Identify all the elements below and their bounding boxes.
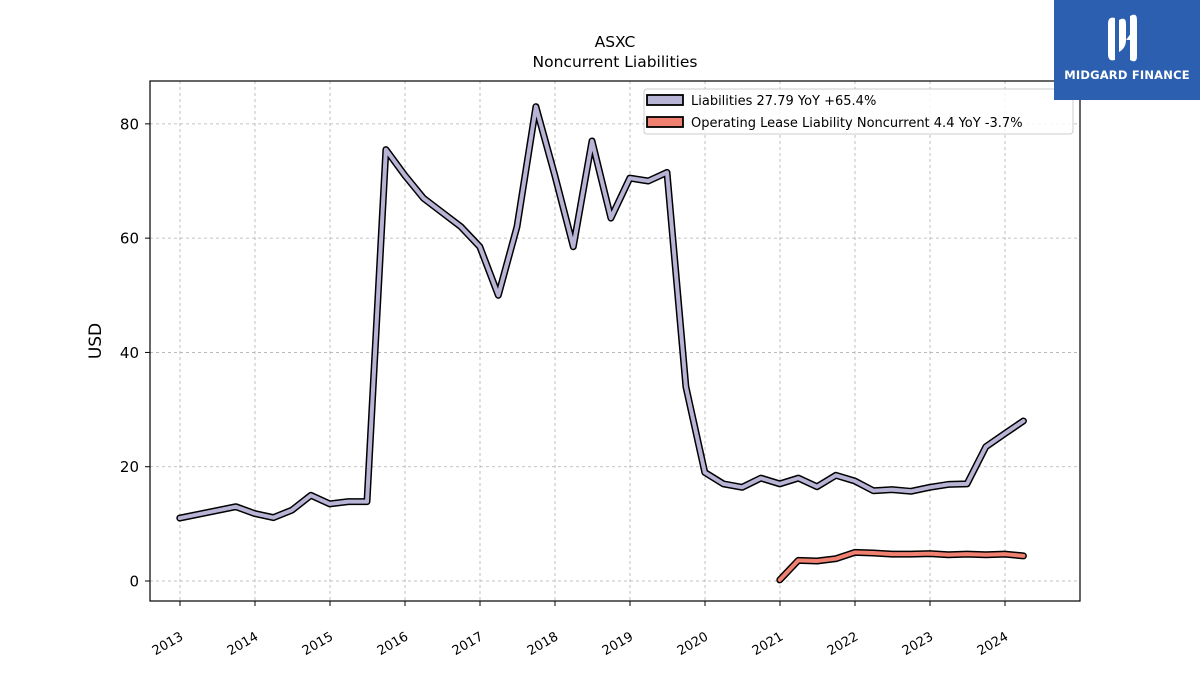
legend-label-0: Liabilities 27.79 YoY +65.4% xyxy=(691,94,876,109)
brand-logo: MIDGARD FINANCE xyxy=(1054,0,1200,100)
y-tick-label: 60 xyxy=(120,230,139,248)
x-tick-label: 2019 xyxy=(600,629,636,659)
legend: Liabilities 27.79 YoY +65.4% Operating Le… xyxy=(643,88,1074,135)
x-tick-label: 2014 xyxy=(225,629,261,659)
y-tick-label: 80 xyxy=(120,115,139,133)
x-axis: 2013 2014 2015 2016 2017 2018 2019 2020 2021 2022… xyxy=(150,601,1011,659)
series-line-0 xyxy=(177,104,1026,521)
legend-swatch-0 xyxy=(646,94,684,106)
legend-box xyxy=(643,88,1074,135)
x-tick-label: 2023 xyxy=(900,629,936,659)
brand-name: MIDGARD FINANCE xyxy=(1064,68,1190,82)
x-tick-label: 2022 xyxy=(825,629,861,659)
x-tick-label: 2015 xyxy=(300,629,336,659)
y-axis: 0 20 40 60 80 xyxy=(120,115,150,591)
x-tick-label: 2021 xyxy=(750,629,786,659)
x-tick-label: 2017 xyxy=(450,629,486,659)
x-tick-label: 2024 xyxy=(975,629,1011,659)
series-line-1 xyxy=(777,550,1026,582)
y-tick-label: 20 xyxy=(120,458,139,476)
series-lines xyxy=(176,103,1027,584)
chart-subtitle: Noncurrent Liabilities xyxy=(532,53,698,71)
chart-title: ASXC xyxy=(594,33,636,51)
logo-mark-icon xyxy=(1108,14,1137,62)
y-axis-label: USD xyxy=(86,323,106,359)
legend-label-1: Operating Lease Liability Noncurrent 4.4… xyxy=(691,116,1023,131)
x-tick-label: 2018 xyxy=(525,629,561,659)
series-outline-0 xyxy=(176,103,1027,522)
x-tick-label: 2013 xyxy=(150,629,186,659)
y-tick-label: 0 xyxy=(129,573,139,591)
y-tick-label: 40 xyxy=(120,344,139,362)
legend-swatch-1 xyxy=(646,116,684,128)
grid-lines xyxy=(150,81,1080,601)
plot-frame xyxy=(149,80,1081,602)
x-tick-label: 2016 xyxy=(375,629,411,659)
x-tick-label: 2020 xyxy=(675,629,711,659)
